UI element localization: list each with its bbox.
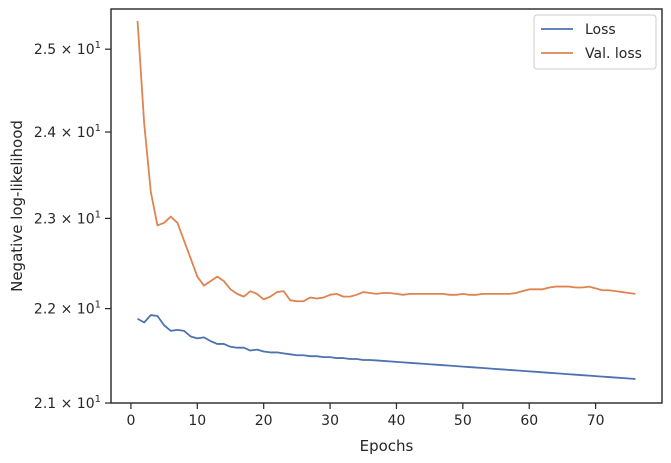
x-tick-label: 40 [388,413,406,429]
y-axis-label: Negative log-likelihood [8,120,26,292]
y-tick-label: 2.1 × 101 [34,394,101,412]
plot-frame [110,8,663,404]
x-tick-label: 70 [587,413,605,429]
x-axis-ticks: 0 10 20 30 40 50 60 70 [126,403,605,429]
x-tick-label: 10 [188,413,206,429]
y-axis-ticks: 2.1 × 101 2.2 × 101 2.3 × 101 2.4 × 101 2.5 … [34,40,111,412]
x-tick-label: 50 [454,413,472,429]
legend-label-loss: Loss [585,22,616,38]
y-tick-label: 2.4 × 101 [34,123,101,141]
legend-label-val-loss: Val. loss [585,46,642,62]
series-lines [136,20,636,380]
y-tick-label: 2.2 × 101 [34,300,101,318]
y-tick-label: 2.3 × 101 [34,209,101,227]
y-tick-label: 2.5 × 101 [34,40,101,58]
x-tick-label: 60 [520,413,538,429]
x-tick-label: 30 [321,413,339,429]
x-tick-label: 0 [126,413,135,429]
series-line-val-loss [136,20,636,303]
series-line-loss [137,314,636,380]
legend: Loss Val. loss [533,14,657,70]
x-axis-label: Epochs [360,437,414,455]
x-tick-label: 20 [255,413,273,429]
